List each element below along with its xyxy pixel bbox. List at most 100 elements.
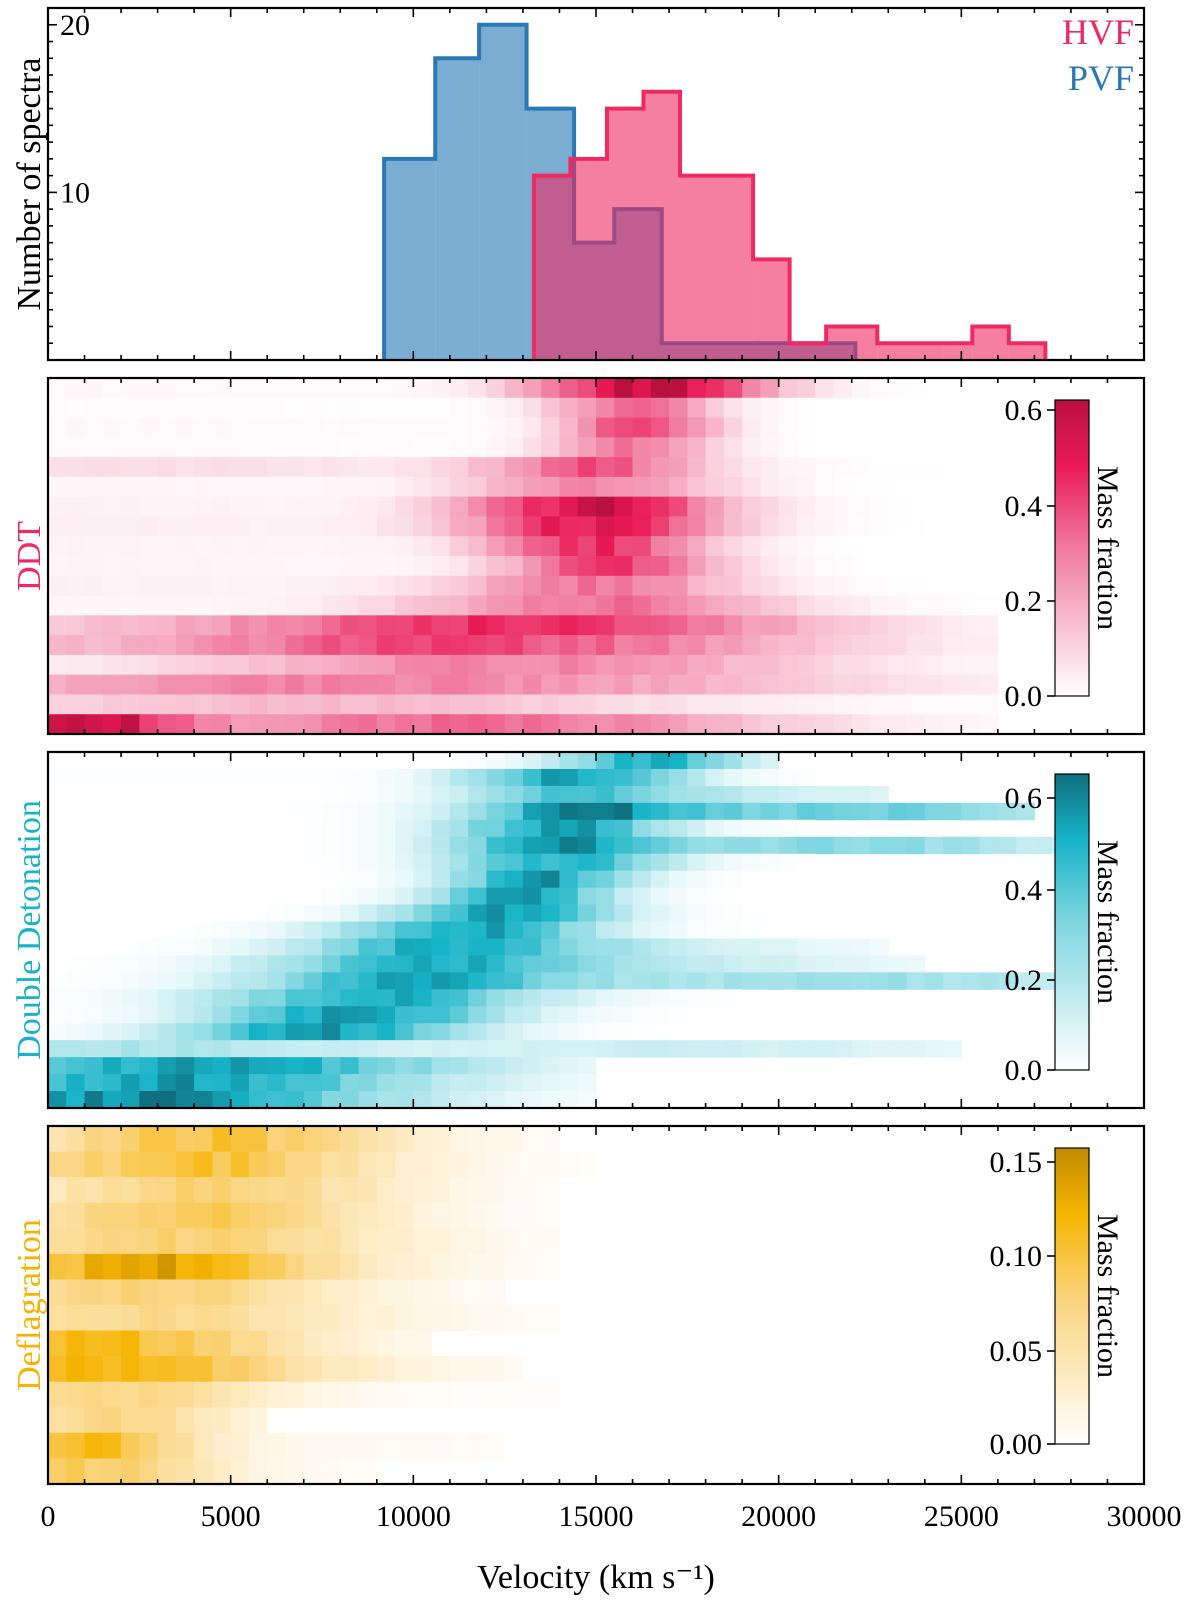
heatmap-cell [486, 955, 506, 973]
heatmap-cell [175, 694, 195, 715]
heatmap-cell [559, 1091, 579, 1109]
heatmap-cell [376, 1330, 396, 1357]
heatmap-cell [705, 887, 725, 906]
heatmap-cell [705, 654, 725, 676]
heatmap-cell [285, 417, 305, 438]
heatmap-cell [102, 476, 122, 498]
heatmap-cell [632, 378, 652, 399]
heatmap-cell [979, 595, 999, 616]
heatmap-cell [614, 938, 634, 956]
heatmap-cell [48, 1126, 67, 1153]
heatmap-cell [468, 1381, 487, 1408]
heatmap-cell [906, 674, 926, 695]
heatmap-cell [449, 1305, 469, 1332]
heatmap-cell [413, 1279, 433, 1306]
heatmap-cell [778, 378, 798, 399]
heatmap-cell [248, 1305, 268, 1332]
heatmap-cell [504, 989, 524, 1007]
heatmap-cell [522, 516, 542, 537]
heatmap-cell [541, 989, 560, 1007]
heatmap-cell [559, 1074, 579, 1092]
heatmap-cell [796, 496, 816, 517]
heatmap-cell [413, 654, 433, 676]
heatmap-cell [541, 615, 560, 636]
heatmap-cell [522, 1057, 542, 1075]
histogram-bars [382, 22, 1048, 361]
heatmap-cell [760, 785, 780, 804]
heatmap-cell [322, 516, 341, 537]
heatmap-cell [778, 802, 798, 821]
heatmap-cell [596, 397, 615, 419]
heatmap-cell [705, 674, 725, 695]
heatmap-cell [486, 972, 506, 990]
heatmap-cell [157, 989, 177, 1007]
heatmap-cell [705, 476, 725, 498]
heatmap-cell [322, 1023, 341, 1041]
heatmap-cell [687, 575, 707, 597]
heatmap-cell [303, 1057, 323, 1075]
heatmap-cell [285, 595, 305, 616]
heatmap-cell [395, 1381, 414, 1408]
heatmap-cell [248, 1407, 268, 1434]
heatmap-cell [449, 397, 469, 419]
heatmap-cell [796, 768, 816, 787]
heatmap-cell [194, 1040, 213, 1058]
heatmap-cell [577, 694, 597, 715]
heatmap-cell [285, 938, 305, 956]
heatmap-cell [48, 615, 67, 636]
heatmap-cell [121, 496, 140, 517]
heatmap-cell [760, 536, 780, 557]
histogram-y-axis-title: Number of spectra [11, 57, 48, 310]
heatmap-cell [577, 972, 597, 990]
heatmap-cell [577, 802, 597, 821]
heatmap-cell [541, 714, 560, 735]
heatmap-cell [577, 1074, 597, 1092]
heatmap-cell [431, 437, 451, 458]
ddt-panel: DDT 0.00.20.40.6 Mass fraction [11, 376, 1146, 736]
heatmap-cell [267, 1177, 286, 1204]
heatmap-cell [486, 1177, 506, 1204]
heatmap-cell [212, 1305, 232, 1332]
heatmap-cell [614, 654, 634, 676]
heatmap-cell [285, 694, 305, 715]
heatmap-cell [303, 1228, 323, 1255]
heatmap-cell [870, 476, 889, 498]
heatmap-cell [175, 1253, 195, 1280]
heatmap-cell [522, 955, 542, 973]
heatmap-cell [413, 802, 433, 821]
heatmap-cell [121, 1074, 140, 1092]
x-tick-label: 5000 [201, 1500, 261, 1533]
heatmap-cell [687, 378, 707, 399]
heatmap-cell [504, 1305, 524, 1332]
heatmap-cell [175, 1407, 195, 1434]
heatmap-cell [395, 1330, 414, 1357]
heatmap-cell [358, 1091, 378, 1109]
heatmap-cell [888, 836, 908, 855]
heatmap-cell [486, 516, 506, 537]
heatmap-cell [468, 1253, 487, 1280]
heatmap-cell [322, 397, 341, 419]
heatmap-cell [577, 752, 597, 770]
heatmap-cell [888, 516, 908, 537]
heatmap-cell [102, 972, 122, 990]
heatmap-cell [322, 417, 341, 438]
heatmap-cell [84, 536, 104, 557]
heatmap-cell [358, 556, 378, 577]
heatmap-cell [66, 1151, 86, 1178]
heatmap-cell [851, 575, 871, 597]
heatmap-cell [486, 785, 506, 804]
heatmap-cell [413, 595, 433, 616]
heatmap-cell [395, 694, 414, 715]
heatmap-cell [541, 694, 560, 715]
heatmap-cell [906, 378, 926, 399]
heatmap-cell [121, 1177, 140, 1204]
heatmap-cell [687, 714, 707, 735]
heatmap-cell [687, 635, 707, 656]
heatmap-cell [413, 556, 433, 577]
heatmap-cell [760, 836, 780, 855]
heatmap-cell [632, 836, 652, 855]
heatmap-cell [212, 921, 232, 939]
heatmap-cell [157, 1126, 177, 1153]
heatmap-cell [742, 635, 761, 656]
heatmap-cell [431, 536, 451, 557]
